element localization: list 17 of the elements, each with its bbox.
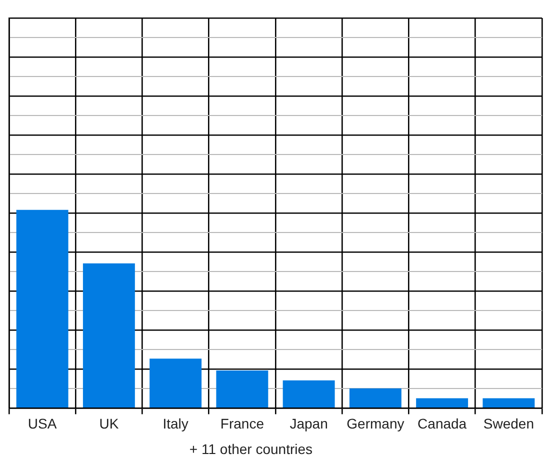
x-tick-label: Canada (418, 415, 467, 432)
x-tick-label: Germany (346, 415, 404, 432)
x-tick-label: Japan (290, 415, 328, 432)
bar (416, 398, 468, 408)
bar (82, 263, 135, 408)
bar (349, 388, 402, 408)
x-tick-label: France (220, 415, 264, 432)
bar (150, 358, 202, 408)
bar (16, 210, 68, 408)
bar (482, 398, 535, 408)
x-tick-label: Sweden (483, 415, 534, 432)
x-tick-label: UK (99, 415, 120, 432)
text: + 11 other countries (189, 440, 313, 457)
x-tick-label: Italy (162, 415, 188, 432)
bar (216, 370, 268, 408)
bar (282, 380, 335, 408)
x-tick-label: USA (28, 415, 58, 432)
